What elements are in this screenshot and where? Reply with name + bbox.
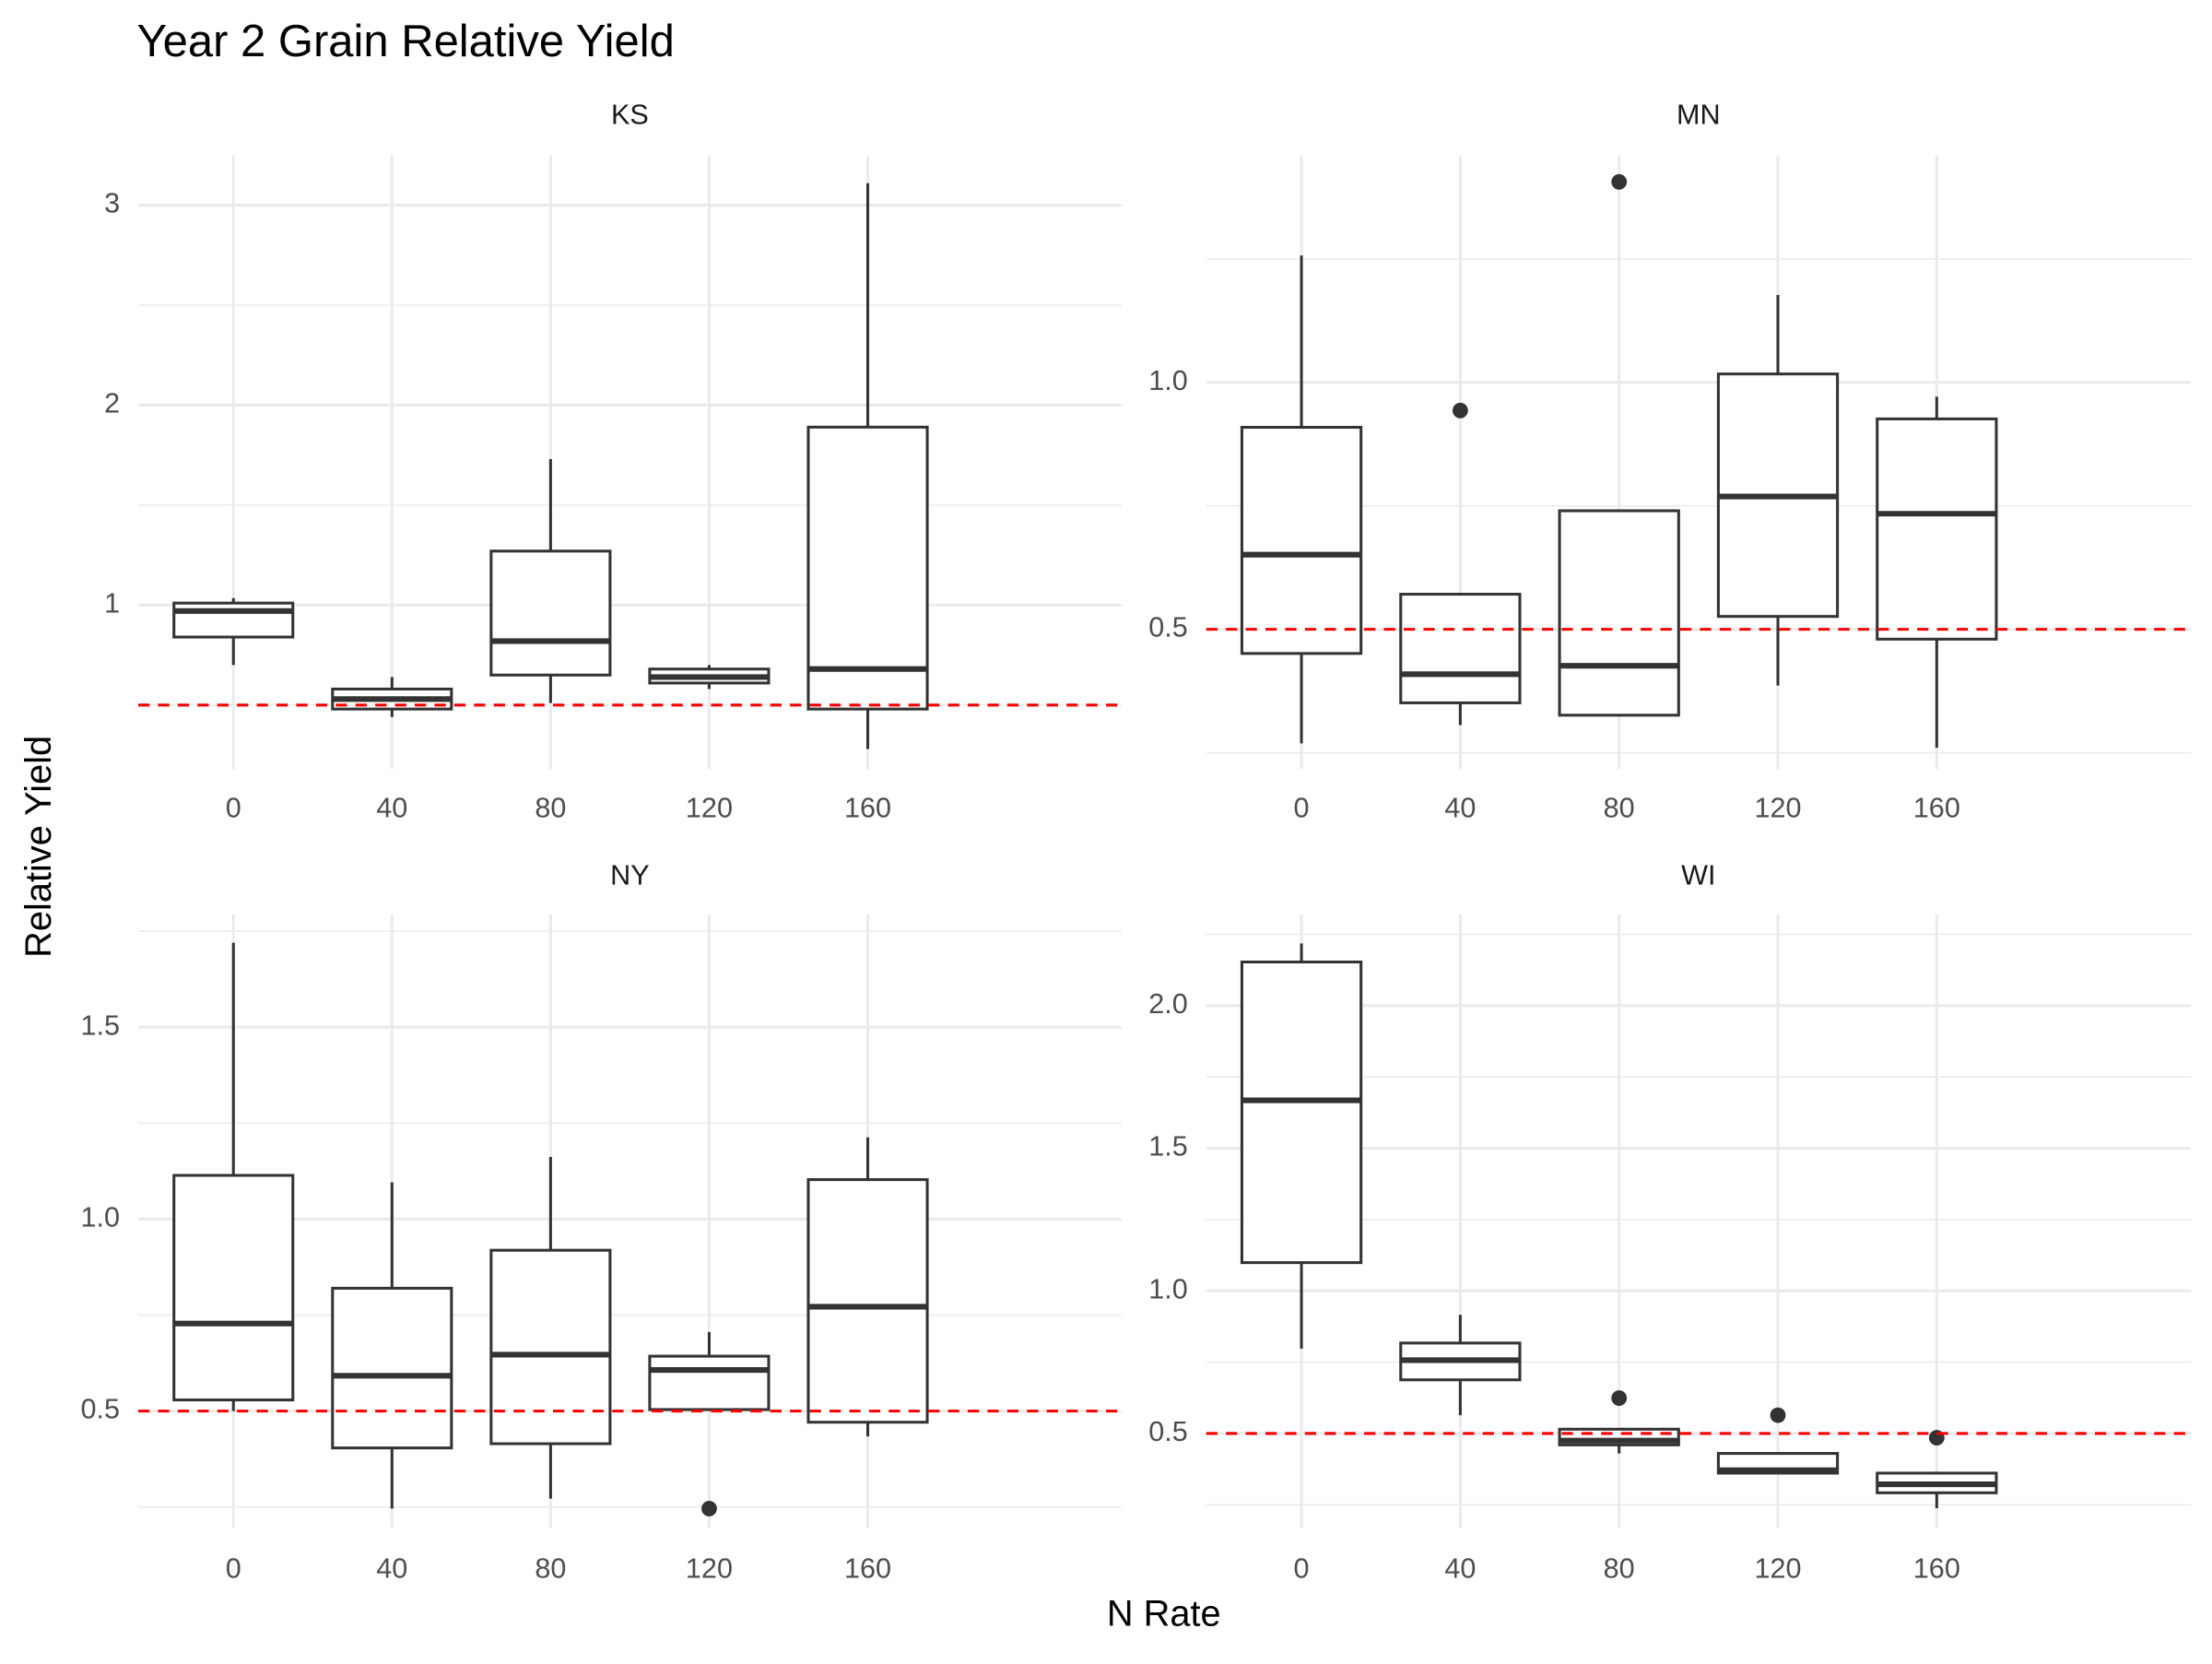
x-tick-label: 160 bbox=[844, 1553, 891, 1585]
x-tick-label: 0 bbox=[1294, 793, 1310, 824]
box bbox=[806, 1178, 929, 1424]
x-tick-label: 40 bbox=[376, 1553, 407, 1585]
x-tick-label: 120 bbox=[686, 793, 733, 824]
y-tick-label: 1.0 bbox=[81, 1202, 121, 1233]
box bbox=[489, 549, 612, 677]
panel-title: KS bbox=[611, 100, 649, 131]
y-tick-label: 0.5 bbox=[1148, 1416, 1188, 1447]
x-tick-label: 120 bbox=[686, 1553, 733, 1585]
y-tick-label: 0.5 bbox=[81, 1394, 121, 1425]
panel: KS 1 2 3 0 40 80 120 160 bbox=[104, 100, 1122, 824]
x-tick-label: 80 bbox=[535, 793, 566, 824]
outlier bbox=[1611, 1390, 1628, 1406]
box bbox=[172, 1174, 295, 1402]
y-tick-label: 2.0 bbox=[1148, 988, 1188, 1020]
box bbox=[331, 1286, 453, 1450]
x-tick-label: 0 bbox=[1294, 1553, 1310, 1585]
x-axis-title: N Rate bbox=[1107, 1593, 1221, 1634]
outlier bbox=[1611, 173, 1628, 190]
x-tick-label: 160 bbox=[844, 793, 891, 824]
box bbox=[1399, 593, 1522, 704]
outlier bbox=[1452, 402, 1468, 419]
outlier bbox=[1770, 1407, 1786, 1423]
box bbox=[1558, 509, 1680, 717]
x-tick-label: 120 bbox=[1754, 793, 1801, 824]
box bbox=[1240, 425, 1363, 655]
x-tick-label: 120 bbox=[1754, 1553, 1801, 1585]
panel: MN 0.5 1.0 0 40 80 120 160 bbox=[1148, 100, 2192, 824]
panel-title: NY bbox=[610, 860, 650, 891]
x-tick-label: 40 bbox=[1444, 1553, 1476, 1585]
x-tick-label: 80 bbox=[535, 1553, 566, 1585]
x-tick-label: 0 bbox=[226, 1553, 241, 1585]
x-tick-label: 80 bbox=[1604, 793, 1635, 824]
box bbox=[1240, 960, 1363, 1265]
y-tick-label: 1.0 bbox=[1148, 1273, 1188, 1304]
x-tick-label: 160 bbox=[1913, 793, 1960, 824]
x-tick-label: 40 bbox=[376, 793, 407, 824]
x-tick-label: 160 bbox=[1913, 1553, 1960, 1585]
y-tick-label: 2 bbox=[104, 388, 120, 419]
x-tick-label: 40 bbox=[1444, 793, 1476, 824]
y-tick-label: 0.5 bbox=[1148, 612, 1188, 643]
box bbox=[172, 601, 295, 639]
x-tick-label: 0 bbox=[226, 793, 241, 824]
y-tick-label: 3 bbox=[104, 188, 120, 219]
chart-title: Year 2 Grain Relative Yield bbox=[136, 17, 674, 66]
panel-title: WI bbox=[1681, 860, 1715, 891]
box bbox=[489, 1248, 612, 1446]
y-tick-label: 1 bbox=[104, 587, 120, 619]
y-tick-label: 1.5 bbox=[1148, 1131, 1188, 1162]
box bbox=[648, 1354, 771, 1411]
outlier bbox=[701, 1500, 717, 1516]
box bbox=[806, 425, 929, 711]
box bbox=[1876, 417, 1998, 641]
x-tick-label: 80 bbox=[1604, 1553, 1635, 1585]
y-tick-label: 1.5 bbox=[81, 1009, 121, 1041]
y-axis-title: Relative Yield bbox=[18, 736, 59, 958]
panel: WI 0.5 1.0 1.5 2.0 0 40 80 120 160 bbox=[1148, 860, 2192, 1585]
y-tick-label: 1.0 bbox=[1148, 365, 1188, 396]
panel-title: MN bbox=[1677, 100, 1721, 131]
panel: NY 0.5 1.0 1.5 0 40 80 120 160 bbox=[81, 860, 1122, 1585]
